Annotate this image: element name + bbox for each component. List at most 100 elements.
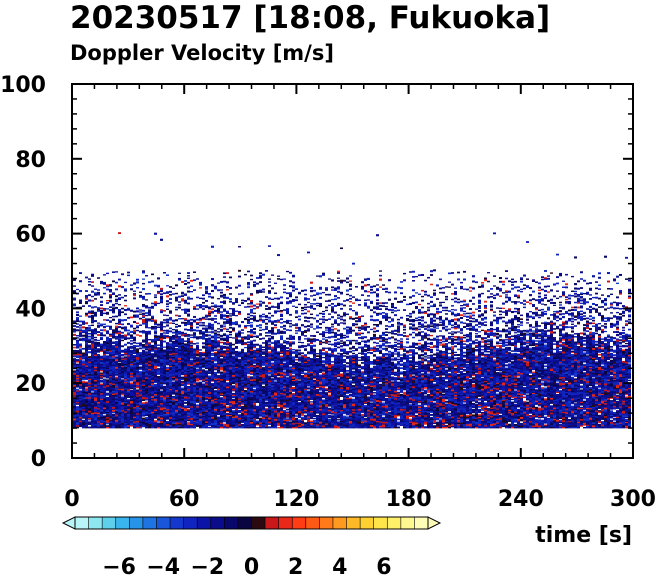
heatmap-cell: [163, 340, 166, 343]
heatmap-cell: [175, 420, 178, 423]
heatmap-cell: [217, 384, 220, 387]
heatmap-cell: [88, 426, 91, 429]
heatmap-cell: [235, 299, 238, 301]
heatmap-cell: [145, 378, 148, 381]
heatmap-cell: [127, 384, 130, 386]
heatmap-cell: [223, 409, 226, 412]
heatmap-cell: [250, 293, 253, 295]
heatmap-cell: [106, 347, 109, 350]
heatmap-cell: [79, 423, 82, 426]
heatmap-cell: [247, 397, 250, 401]
heatmap-cell: [202, 404, 205, 406]
heatmap-cell: [172, 287, 175, 289]
heatmap-cell: [268, 339, 271, 341]
heatmap-cell: [160, 401, 163, 403]
heatmap-cell: [85, 395, 88, 398]
heatmap-cell: [268, 306, 271, 309]
heatmap-cell: [169, 370, 172, 372]
heatmap-cell: [259, 352, 262, 355]
heatmap-cell: [118, 422, 121, 425]
heatmap-cell: [139, 366, 142, 369]
heatmap-cell: [274, 392, 277, 395]
heatmap-cell: [121, 372, 124, 374]
heatmap-cell: [82, 353, 85, 356]
heatmap-cell: [190, 399, 193, 402]
heatmap-cell: [160, 402, 163, 405]
heatmap-cell: [229, 405, 232, 407]
heatmap-cell: [229, 402, 232, 405]
heatmap-cell: [97, 383, 100, 386]
heatmap-cell: [115, 300, 118, 303]
heatmap-cell: [82, 412, 85, 415]
heatmap-cell: [232, 303, 235, 305]
heatmap-cell: [214, 346, 217, 349]
heatmap-cell: [85, 404, 88, 406]
heatmap-cell: [226, 389, 229, 392]
heatmap-cell: [238, 339, 241, 342]
heatmap-cell: [271, 386, 274, 389]
heatmap-cell: [103, 341, 106, 344]
heatmap-cell: [169, 415, 172, 418]
heatmap-cell: [190, 290, 193, 293]
heatmap-cell: [265, 345, 268, 348]
heatmap-cell: [265, 375, 268, 378]
heatmap-cell: [175, 406, 178, 409]
heatmap-cell: [220, 363, 223, 366]
heatmap-cell: [262, 346, 265, 348]
heatmap-cell: [214, 416, 217, 419]
heatmap-cell: [259, 329, 262, 331]
heatmap-cell: [259, 395, 262, 398]
heatmap-cell: [256, 380, 259, 382]
heatmap-cell: [250, 404, 253, 406]
heatmap-cell: [220, 392, 223, 394]
heatmap-cell: [127, 414, 130, 417]
heatmap-cell: [181, 383, 184, 385]
heatmap-cell: [130, 284, 133, 286]
heatmap-cell: [175, 292, 178, 295]
heatmap-cell: [268, 419, 271, 421]
heatmap-cell: [241, 336, 244, 339]
heatmap-cell: [247, 303, 250, 305]
heatmap-cell: [148, 345, 151, 348]
heatmap-cell: [202, 386, 205, 389]
heatmap-cell: [106, 338, 109, 340]
heatmap-cell: [247, 407, 250, 410]
heatmap-cell: [112, 345, 115, 347]
heatmap-cell: [145, 375, 148, 378]
heatmap-cell: [190, 355, 193, 358]
heatmap-cell: [112, 350, 115, 353]
heatmap-cell: [232, 411, 235, 413]
heatmap-cell: [247, 379, 250, 382]
heatmap-cell: [211, 396, 214, 399]
heatmap-cell: [91, 423, 94, 426]
heatmap-cell: [259, 379, 262, 382]
heatmap-cell: [274, 407, 277, 409]
heatmap-cell: [172, 340, 175, 343]
heatmap-cell: [196, 379, 199, 382]
heatmap-cell: [178, 397, 181, 400]
heatmap-cell: [226, 334, 229, 336]
heatmap-cell: [169, 382, 172, 385]
heatmap-cell: [181, 405, 184, 408]
heatmap-cell: [250, 349, 253, 351]
heatmap-cell: [109, 327, 112, 329]
heatmap-cell: [166, 399, 169, 401]
heatmap-cell: [148, 338, 151, 341]
heatmap-cell: [139, 317, 142, 320]
heatmap-cell: [238, 415, 241, 418]
heatmap-cell: [217, 399, 220, 401]
heatmap-cell: [220, 296, 223, 298]
heatmap-cell: [97, 334, 100, 336]
heatmap-cell: [166, 391, 169, 393]
heatmap-cell: [190, 326, 193, 329]
heatmap-cell: [124, 419, 127, 422]
heatmap-cell: [184, 282, 187, 285]
heatmap-cell: [232, 413, 235, 416]
heatmap-cell: [79, 366, 82, 368]
heatmap-cell: [181, 358, 184, 361]
heatmap-cell: [124, 396, 127, 398]
heatmap-cell: [271, 341, 274, 345]
heatmap-cell: [250, 314, 253, 317]
heatmap-cell: [100, 357, 103, 359]
heatmap-cell: [136, 377, 139, 380]
